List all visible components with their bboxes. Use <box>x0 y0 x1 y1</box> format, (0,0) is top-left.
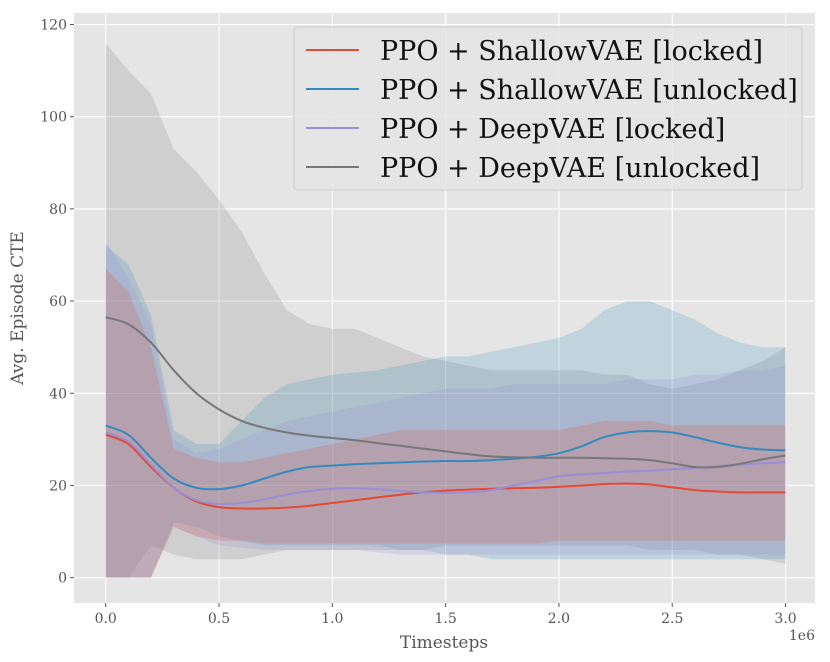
x-tick-label-0: 0.0 <box>95 611 117 627</box>
legend-entry-3: PPO + DeepVAE [unlocked] <box>380 153 760 184</box>
y-tick-label-6: 120 <box>40 18 67 34</box>
legend-box <box>293 26 803 191</box>
series-lines <box>105 316 786 510</box>
y-tick-label-3: 60 <box>49 294 67 310</box>
line-series-1 <box>105 424 786 491</box>
band-series-0 <box>105 268 786 578</box>
line-series-3 <box>105 316 786 469</box>
legend-entry-1: PPO + ShallowVAE [unlocked] <box>380 75 798 106</box>
legend: PPO + ShallowVAE [locked] PPO + ShallowVA… <box>293 26 803 191</box>
y-tick-label-0: 0 <box>58 571 67 587</box>
x-tick-label-5: 2.5 <box>661 611 683 627</box>
y-tick-label-4: 80 <box>49 202 67 218</box>
y-tick-label-2: 40 <box>49 386 67 402</box>
confidence-bands <box>105 43 786 578</box>
y-axis-ticks: 0 20 40 60 80 100 120 <box>40 18 74 587</box>
legend-entry-2: PPO + DeepVAE [locked] <box>380 114 725 145</box>
y-axis-label: Avg. Episode CTE <box>8 231 28 386</box>
x-tick-label-6: 3.0 <box>774 611 796 627</box>
x-tick-label-3: 1.5 <box>435 611 457 627</box>
band-series-1 <box>105 245 786 578</box>
line-series-0 <box>105 433 786 510</box>
x-axis-offset-label: 1e6 <box>789 628 815 644</box>
x-axis-label: Timesteps <box>400 633 488 653</box>
x-axis-ticks: 0.0 0.5 1.0 1.5 2.0 2.5 3.0 <box>95 603 797 627</box>
band-series-2 <box>105 241 786 578</box>
x-tick-label-1: 0.5 <box>208 611 230 627</box>
x-tick-label-2: 1.0 <box>321 611 343 627</box>
y-tick-label-5: 100 <box>40 110 67 126</box>
y-tick-label-1: 20 <box>49 478 67 494</box>
band-series-3 <box>105 43 786 578</box>
line-series-2 <box>105 431 786 506</box>
legend-entry-0: PPO + ShallowVAE [locked] <box>380 36 763 67</box>
x-tick-label-4: 2.0 <box>548 611 570 627</box>
